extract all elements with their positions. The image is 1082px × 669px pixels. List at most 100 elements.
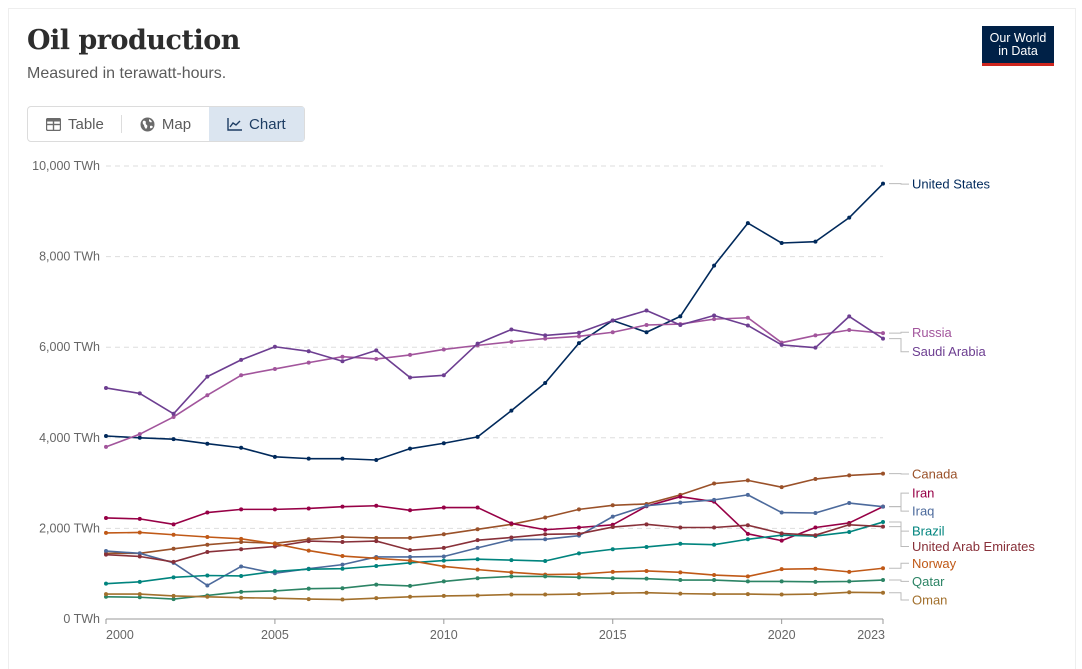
data-point[interactable]	[780, 567, 784, 571]
data-point[interactable]	[205, 583, 209, 587]
data-point[interactable]	[881, 337, 885, 341]
data-point[interactable]	[678, 525, 682, 529]
data-point[interactable]	[746, 493, 750, 497]
data-point[interactable]	[543, 593, 547, 597]
data-point[interactable]	[307, 539, 311, 543]
data-point[interactable]	[746, 592, 750, 596]
data-point[interactable]	[205, 442, 209, 446]
data-point[interactable]	[509, 409, 513, 413]
data-point[interactable]	[509, 593, 513, 597]
data-point[interactable]	[712, 525, 716, 529]
data-point[interactable]	[813, 511, 817, 515]
data-point[interactable]	[172, 594, 176, 598]
data-point[interactable]	[645, 577, 649, 581]
data-point[interactable]	[239, 564, 243, 568]
data-point[interactable]	[273, 589, 277, 593]
data-point[interactable]	[577, 532, 581, 536]
data-point[interactable]	[813, 580, 817, 584]
data-point[interactable]	[172, 547, 176, 551]
data-point[interactable]	[780, 343, 784, 347]
data-point[interactable]	[509, 570, 513, 574]
data-point[interactable]	[881, 591, 885, 595]
data-point[interactable]	[239, 358, 243, 362]
data-point[interactable]	[442, 347, 446, 351]
data-point[interactable]	[340, 563, 344, 567]
data-point[interactable]	[780, 241, 784, 245]
data-point[interactable]	[611, 525, 615, 529]
data-point[interactable]	[408, 536, 412, 540]
data-point[interactable]	[205, 535, 209, 539]
data-point[interactable]	[205, 550, 209, 554]
data-point[interactable]	[104, 386, 108, 390]
data-point[interactable]	[881, 520, 885, 524]
data-point[interactable]	[881, 472, 885, 476]
data-point[interactable]	[138, 436, 142, 440]
data-point[interactable]	[746, 537, 750, 541]
data-point[interactable]	[138, 391, 142, 395]
series-label[interactable]: United Arab Emirates	[912, 539, 1035, 554]
data-point[interactable]	[138, 554, 142, 558]
data-point[interactable]	[205, 595, 209, 599]
data-point[interactable]	[577, 551, 581, 555]
data-point[interactable]	[712, 543, 716, 547]
data-point[interactable]	[172, 575, 176, 579]
data-point[interactable]	[476, 557, 480, 561]
data-point[interactable]	[611, 330, 615, 334]
data-point[interactable]	[476, 593, 480, 597]
data-point[interactable]	[273, 596, 277, 600]
data-point[interactable]	[577, 575, 581, 579]
data-point[interactable]	[273, 455, 277, 459]
data-point[interactable]	[813, 567, 817, 571]
data-point[interactable]	[678, 542, 682, 546]
data-point[interactable]	[678, 592, 682, 596]
data-point[interactable]	[611, 547, 615, 551]
data-point[interactable]	[408, 447, 412, 451]
data-point[interactable]	[307, 349, 311, 353]
series-label[interactable]: Iraq	[912, 504, 934, 519]
data-point[interactable]	[813, 592, 817, 596]
data-point[interactable]	[476, 527, 480, 531]
data-point[interactable]	[611, 570, 615, 574]
data-point[interactable]	[239, 446, 243, 450]
data-point[interactable]	[138, 432, 142, 436]
data-point[interactable]	[340, 554, 344, 558]
data-point[interactable]	[813, 533, 817, 537]
data-point[interactable]	[746, 574, 750, 578]
series-line[interactable]	[106, 311, 883, 414]
data-point[interactable]	[104, 553, 108, 557]
data-point[interactable]	[611, 576, 615, 580]
data-point[interactable]	[813, 333, 817, 337]
series-line[interactable]	[106, 474, 883, 554]
data-point[interactable]	[847, 314, 851, 318]
data-point[interactable]	[813, 346, 817, 350]
data-point[interactable]	[273, 345, 277, 349]
data-point[interactable]	[712, 264, 716, 268]
data-point[interactable]	[712, 313, 716, 317]
data-point[interactable]	[273, 367, 277, 371]
series-label[interactable]: Russia	[912, 325, 953, 340]
data-point[interactable]	[746, 221, 750, 225]
data-point[interactable]	[104, 582, 108, 586]
data-point[interactable]	[509, 340, 513, 344]
data-point[interactable]	[408, 376, 412, 380]
series-label[interactable]: Brazil	[912, 524, 945, 539]
series-label[interactable]: Qatar	[912, 574, 945, 589]
data-point[interactable]	[374, 504, 378, 508]
series-line[interactable]	[106, 497, 883, 541]
data-point[interactable]	[780, 579, 784, 583]
data-point[interactable]	[678, 578, 682, 582]
data-point[interactable]	[611, 515, 615, 519]
data-point[interactable]	[104, 445, 108, 449]
data-point[interactable]	[847, 570, 851, 574]
data-point[interactable]	[881, 505, 885, 509]
data-point[interactable]	[138, 517, 142, 521]
data-point[interactable]	[645, 504, 649, 508]
data-point[interactable]	[340, 567, 344, 571]
series-saudi-arabia[interactable]	[104, 309, 885, 416]
data-point[interactable]	[239, 537, 243, 541]
data-point[interactable]	[712, 317, 716, 321]
data-point[interactable]	[746, 523, 750, 527]
data-point[interactable]	[476, 538, 480, 542]
data-point[interactable]	[442, 546, 446, 550]
data-point[interactable]	[881, 182, 885, 186]
